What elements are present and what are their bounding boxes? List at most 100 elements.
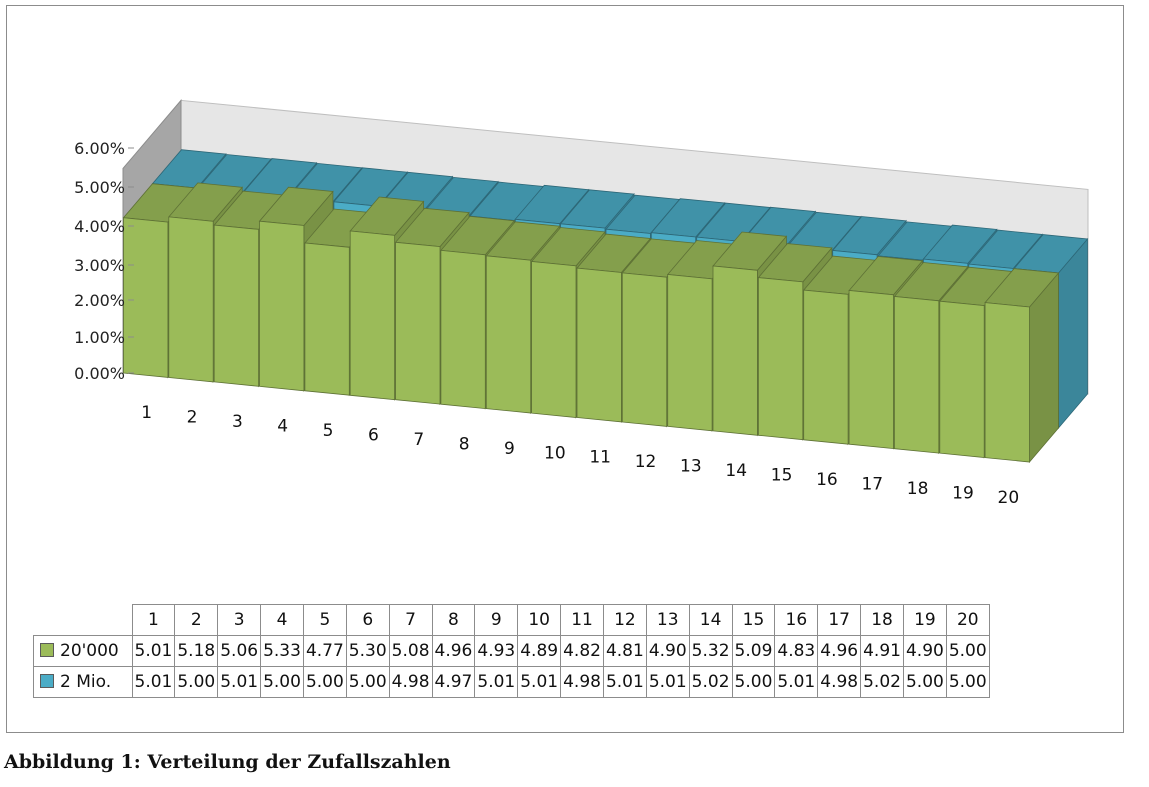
table-value-cell: 5.00	[174, 666, 219, 698]
table-value-cell: 4.98	[817, 666, 862, 698]
x-tick-label: 8	[459, 434, 470, 454]
table-corner	[33, 604, 133, 636]
table-value-cell: 4.96	[431, 635, 476, 667]
table-value-cell: 5.01	[645, 666, 690, 698]
table-value-cell: 5.01	[517, 666, 562, 698]
table-value-cell: 5.00	[731, 666, 776, 698]
table-value-cell: 4.98	[388, 666, 433, 698]
x-tick-label: 9	[504, 439, 515, 459]
x-tick-label: 18	[907, 479, 929, 499]
table-header-cell: 20	[945, 604, 990, 636]
table-value-cell: 5.01	[774, 666, 819, 698]
legend-swatch	[40, 674, 54, 688]
table-header-cell: 13	[645, 604, 690, 636]
table-header-cell: 10	[517, 604, 562, 636]
table-header-cell: 9	[474, 604, 519, 636]
table-value-cell: 5.01	[131, 635, 176, 667]
x-tick-label: 15	[771, 466, 793, 486]
legend-label: 2 Mio.	[60, 672, 112, 692]
table-value-cell: 4.83	[774, 635, 819, 667]
y-tick-label: 6.00%	[74, 139, 125, 158]
table-header-cell: 4	[260, 604, 304, 636]
table-value-cell: 4.82	[560, 635, 604, 667]
table-value-cell: 5.02	[860, 666, 904, 698]
x-tick-label: 12	[635, 452, 657, 472]
x-tick-label: 6	[368, 425, 379, 445]
table-header-cell: 2	[174, 604, 219, 636]
table-header-cell: 15	[731, 604, 776, 636]
table-value-cell: 4.98	[560, 666, 604, 698]
table-row: 2 Mio. 5.01 5.00 5.01 5.00 5.00 5.00 4.98 4.97 5.…	[33, 666, 990, 698]
legend-label: 20'000	[60, 641, 119, 661]
x-tick-label: 20	[998, 488, 1020, 508]
table-value-cell: 5.00	[945, 666, 990, 698]
table-header-cell: 16	[774, 604, 819, 636]
table-value-cell: 4.90	[645, 635, 690, 667]
table-value-cell: 4.90	[902, 635, 947, 667]
table-value-cell: 5.00	[945, 635, 990, 667]
y-tick-label: 4.00%	[74, 217, 125, 236]
table-row: 20'000 5.01 5.18 5.06 5.33 4.77 5.30 5.08 4.96 4.…	[33, 635, 990, 667]
table-value-cell: 4.93	[474, 635, 519, 667]
x-tick-label: 11	[589, 448, 611, 468]
table-value-cell: 4.91	[860, 635, 904, 667]
x-tick-label: 5	[323, 421, 334, 441]
table-header-cell: 17	[817, 604, 862, 636]
figure-caption: Abbildung 1: Verteilung der Zufallszahle…	[4, 751, 451, 773]
x-tick-label: 1	[141, 403, 152, 423]
x-tick-label: 10	[544, 443, 566, 463]
table-header-cell: 6	[345, 604, 390, 636]
x-tick-label: 4	[277, 417, 288, 437]
table-header-cell: 5	[302, 604, 347, 636]
x-tick-label: 2	[187, 408, 198, 428]
table-value-cell: 4.77	[302, 635, 347, 667]
bar-series1-20	[984, 268, 1060, 464]
table-value-cell: 4.97	[431, 666, 476, 698]
chart-data-table: 1 2 3 4 5 6 7 8 9 10 11 12 13 14 15 16 17 18 19 20 20'000 5.0…	[33, 604, 990, 698]
x-tick-label: 14	[725, 461, 747, 481]
table-header-cell: 14	[688, 604, 733, 636]
table-value-cell: 5.06	[217, 635, 262, 667]
table-value-cell: 4.96	[817, 635, 862, 667]
legend-entry: 2 Mio.	[33, 666, 133, 698]
table-value-cell: 5.08	[388, 635, 433, 667]
table-header-cell: 8	[431, 604, 476, 636]
table-value-cell: 5.30	[345, 635, 390, 667]
table-value-cell: 5.01	[217, 666, 262, 698]
table-value-cell: 5.00	[902, 666, 947, 698]
table-header-cell: 18	[860, 604, 904, 636]
x-tick-label: 16	[816, 470, 838, 490]
legend-swatch	[40, 643, 54, 657]
y-tick-label: 5.00%	[74, 178, 125, 197]
table-value-cell: 5.09	[731, 635, 776, 667]
x-tick-label: 7	[413, 430, 424, 450]
legend-entry: 20'000	[33, 635, 133, 667]
x-tick-label: 19	[952, 483, 974, 503]
table-header-cell: 12	[602, 604, 647, 636]
x-tick-label: 17	[861, 474, 883, 494]
table-value-cell: 5.02	[688, 666, 733, 698]
y-tick-label: 0.00%	[74, 364, 125, 383]
table-value-cell: 4.89	[517, 635, 562, 667]
table-header-cell: 3	[217, 604, 262, 636]
table-header-cell: 19	[902, 604, 947, 636]
table-value-cell: 5.01	[131, 666, 176, 698]
table-value-cell: 5.01	[474, 666, 519, 698]
table-header-cell: 7	[388, 604, 433, 636]
y-tick-label: 1.00%	[74, 328, 125, 347]
table-header-cell: 1	[131, 604, 176, 636]
table-value-cell: 5.32	[688, 635, 733, 667]
x-tick-label: 13	[680, 457, 702, 477]
table-value-cell: 5.18	[174, 635, 219, 667]
table-header-cell: 11	[560, 604, 604, 636]
x-tick-label: 3	[232, 412, 243, 432]
y-tick-label: 2.00%	[74, 291, 125, 310]
table-value-cell: 4.81	[602, 635, 647, 667]
table-value-cell: 5.01	[602, 666, 647, 698]
y-tick-label: 3.00%	[74, 256, 125, 275]
table-value-cell: 5.00	[345, 666, 390, 698]
table-value-cell: 5.00	[302, 666, 347, 698]
table-value-cell: 5.33	[260, 635, 304, 667]
table-value-cell: 5.00	[260, 666, 304, 698]
